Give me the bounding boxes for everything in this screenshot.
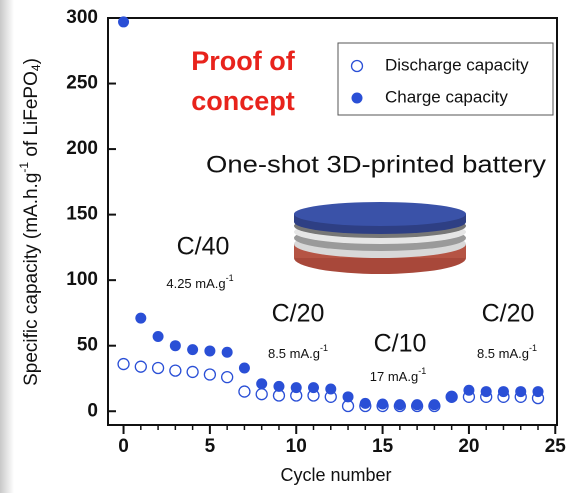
point: [239, 386, 250, 397]
x-tick-label: 5: [205, 436, 216, 457]
subtitle: One-shot 3D-printed battery: [206, 151, 546, 178]
current-value: 8.5 mA.g: [268, 346, 320, 361]
point: [360, 398, 371, 409]
y-tick-label: 50: [77, 335, 98, 356]
point: [377, 399, 388, 410]
point: [187, 366, 198, 377]
point: [118, 16, 129, 27]
point: [135, 313, 146, 324]
current-sup: -1: [320, 343, 328, 353]
point: [343, 391, 354, 402]
rate-label: C/10: [374, 330, 427, 358]
current-label: 8.5 mA.g-1: [477, 343, 537, 361]
y-tick-label: 250: [66, 73, 98, 94]
point: [187, 344, 198, 355]
current-sup: -1: [418, 366, 426, 376]
current-label: 8.5 mA.g-1: [268, 343, 328, 361]
title: concept: [191, 86, 295, 116]
current-sup: -1: [529, 343, 537, 353]
legend-label: Discharge capacity: [385, 55, 529, 74]
y-tick-label: 100: [66, 269, 98, 290]
point: [118, 359, 129, 370]
point: [308, 382, 319, 393]
point: [498, 386, 509, 397]
y-axis-title-part: ): [21, 58, 42, 64]
point: [222, 347, 233, 358]
point: [394, 399, 405, 410]
point: [135, 361, 146, 372]
point: [204, 345, 215, 356]
title: Proof of: [191, 46, 295, 76]
current-value: 17 mA.g: [370, 369, 418, 384]
x-tick-label: 20: [458, 436, 479, 457]
photo-edge: [0, 0, 14, 493]
y-tick-label: 0: [87, 400, 98, 421]
point: [153, 331, 164, 342]
y-tick-label: 200: [66, 138, 98, 159]
point: [481, 386, 492, 397]
x-tick-label: 0: [118, 436, 129, 457]
point: [170, 365, 181, 376]
x-tick-label: 15: [372, 436, 394, 457]
point: [273, 381, 284, 392]
current-label: 17 mA.g-1: [370, 366, 426, 384]
chart: Proof of concept One-shot 3D-printed bat…: [0, 0, 573, 493]
y-axis-title: Specific capacity (mA.h.g-1 of LiFePO4): [17, 58, 43, 386]
point: [153, 362, 164, 373]
point: [463, 385, 474, 396]
y-axis-title-part: of LiFePO: [21, 71, 42, 162]
point: [256, 389, 267, 400]
point: [533, 386, 544, 397]
current-value: 4.25 mA.g: [166, 276, 225, 291]
point: [325, 383, 336, 394]
point: [256, 378, 267, 389]
current-label: 4.25 mA.g-1: [166, 273, 233, 291]
point: [515, 386, 526, 397]
y-tick-label: 300: [66, 7, 98, 28]
x-tick-label: 10: [286, 436, 307, 457]
x-tick-label: 25: [545, 436, 567, 457]
point: [412, 399, 423, 410]
legend-label: Charge capacity: [385, 87, 508, 106]
rate-label: C/20: [482, 300, 535, 328]
page: {"chart_data": { "type": "scatter", "tit…: [0, 0, 573, 493]
point: [170, 340, 181, 351]
legend-marker: [352, 61, 363, 72]
point: [239, 362, 250, 373]
point: [446, 391, 457, 402]
point: [204, 369, 215, 380]
current-sup: -1: [226, 273, 234, 283]
y-tick-label: 150: [66, 204, 98, 225]
rate-label: C/40: [177, 233, 230, 261]
current-value: 8.5 mA.g: [477, 346, 529, 361]
rate-label: C/20: [272, 300, 325, 328]
point: [429, 399, 440, 410]
y-axis-title-sup: -1: [17, 162, 31, 173]
legend-marker: [352, 93, 363, 104]
y-axis-title-part: Specific capacity (mA.h.g: [21, 173, 42, 386]
point: [222, 372, 233, 383]
x-axis-title: Cycle number: [280, 465, 391, 485]
point: [291, 382, 302, 393]
battery-illustration: [294, 202, 466, 274]
